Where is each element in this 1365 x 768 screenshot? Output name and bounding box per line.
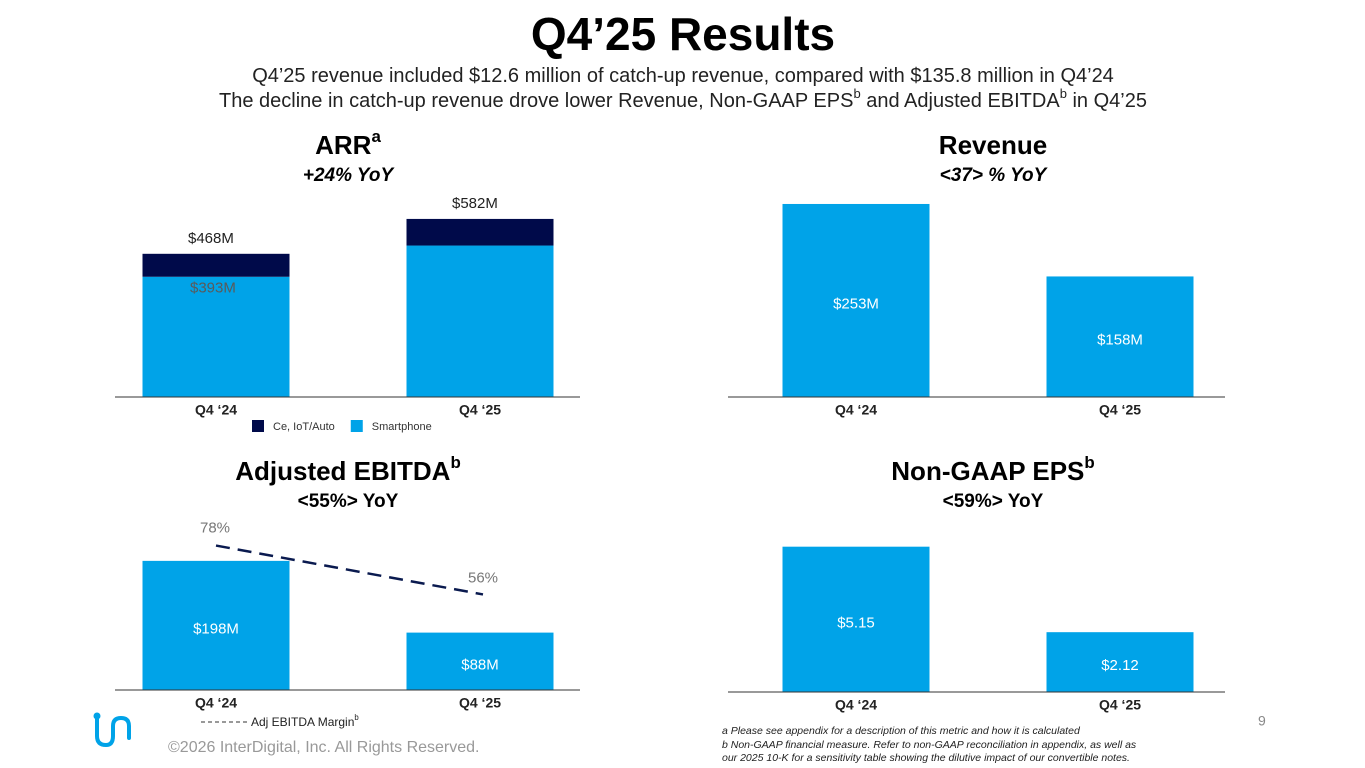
x-tick-label: Q4 ‘24 [835,402,877,418]
chart-title: Revenue [939,130,1047,160]
total-label: $468M [188,230,234,247]
chart-title-text: Revenue [939,130,1047,160]
bar [142,253,290,277]
subtitle-text: and Adjusted EBITDA [861,90,1061,112]
page-number: 9 [1258,713,1266,729]
x-tick-label: Q4 ‘24 [835,697,877,713]
legend-text: Adj EBITDA Margin [251,715,354,729]
x-tick-label: Q4 ‘25 [1099,697,1141,713]
footnote: a Please see appendix for a description … [722,725,1081,737]
x-tick-label: Q4 ‘24 [195,402,237,418]
legend-label: Ce, IoT/Auto [273,421,335,433]
bar [142,276,290,397]
slide-title: Q4’25 Results [531,8,835,60]
superscript: b [450,453,460,472]
superscript: a [371,127,381,146]
legend-label: Smartphone [372,421,432,433]
logo [93,712,131,748]
value-label: $158M [1097,332,1143,349]
bar [782,546,930,692]
bar [1046,632,1194,692]
subtitle-text: Q4’25 revenue included $12.6 million of … [252,65,1114,87]
chart-title-text: Non-GAAP EPS [891,456,1084,486]
margin-line [215,544,484,596]
value-label: $393M [190,280,236,297]
subtitle-text: The decline in catch-up revenue drove lo… [219,90,853,112]
chart-title: Non-GAAP EPSb [891,453,1094,485]
legend-swatch [252,420,264,432]
x-tick-label: Q4 ‘24 [195,695,237,711]
chart-title-text: Adjusted EBITDA [235,456,450,486]
chart-subtitle: <55%> YoY [298,491,399,512]
x-tick-label: Q4 ‘25 [459,695,501,711]
superscript: b [354,713,359,722]
chart-title-text: ARR [315,130,372,160]
value-label: $198M [193,620,239,637]
chart-subtitle: <59%> YoY [943,491,1044,512]
value-label: $2.12 [1101,657,1139,674]
x-tick-label: Q4 ‘25 [459,402,501,418]
chart-title: Adjusted EBITDAb [235,453,461,485]
bar [782,203,930,397]
legend-swatch [350,420,363,432]
value-label: $253M [833,295,879,312]
line-label: 56% [468,569,498,586]
subtitle: Q4’25 revenue included $12.6 million of … [252,65,1114,87]
footnote: our 2025 10-K for a sensitivity table sh… [722,752,1130,764]
bar [406,245,554,397]
bar [142,560,290,690]
bar [406,218,554,246]
bar [1046,276,1194,397]
footnote: b Non-GAAP financial measure. Refer to n… [722,739,1137,751]
superscript: b [1084,453,1094,472]
line-label: 78% [200,520,230,537]
superscript: b [1060,86,1067,101]
total-label: $582M [452,195,498,212]
legend-label: Adj EBITDA Marginb [251,713,359,729]
bar [406,632,554,690]
chart-subtitle: +24% YoY [303,165,396,186]
value-label: $88M [461,656,499,673]
superscript: b [853,86,860,101]
x-tick-label: Q4 ‘25 [1099,402,1141,418]
value-label: $5.15 [837,614,875,631]
chart-subtitle: <37> % YoY [940,165,1049,186]
copyright: ©2026 InterDigital, Inc. All Rights Rese… [168,739,480,756]
subtitle: The decline in catch-up revenue drove lo… [219,86,1147,112]
chart-title: ARRa [315,127,381,159]
subtitle-text: in Q4’25 [1067,90,1147,112]
